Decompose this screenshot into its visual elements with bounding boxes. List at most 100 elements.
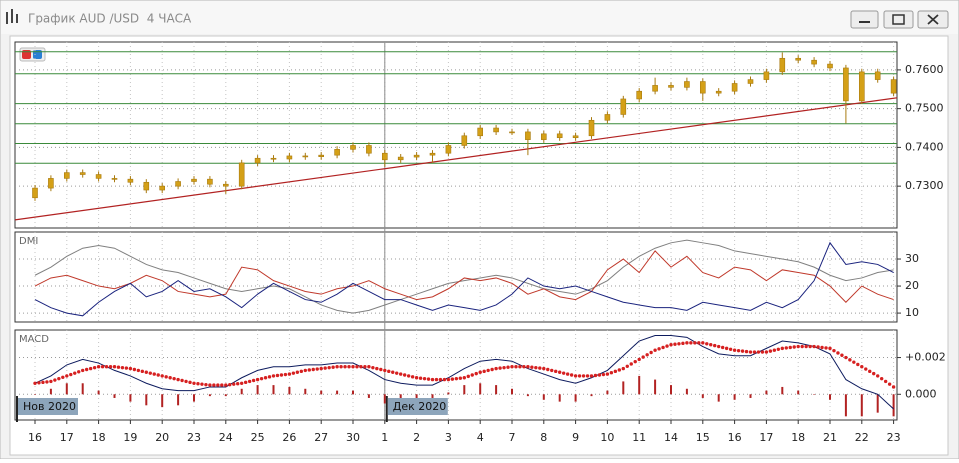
signal-dot-fill — [518, 365, 522, 369]
signal-dot-fill — [613, 369, 618, 374]
signal-dot-fill — [156, 373, 160, 377]
candle-body — [95, 174, 102, 179]
signal-dot-fill — [275, 373, 280, 378]
x-tick-label: 8 — [540, 431, 547, 444]
signal-dot — [621, 366, 625, 371]
signal-dot-fill — [263, 376, 268, 380]
signal-dot-fill — [792, 345, 796, 349]
histogram-bar — [367, 394, 370, 398]
x-tick-label: 4 — [477, 431, 484, 444]
signal-dot-fill — [816, 345, 820, 349]
period-label-box — [18, 398, 78, 415]
histogram-bar — [208, 394, 211, 397]
candle-body — [143, 181, 150, 191]
signal-dot-fill — [649, 350, 653, 355]
histogram-bar — [638, 375, 641, 395]
histogram-bar — [701, 394, 704, 398]
signal-dot-fill — [470, 373, 474, 377]
signal-dot-fill — [375, 366, 379, 371]
histogram-bar — [49, 388, 52, 395]
signal-dot-fill — [180, 378, 184, 383]
candle-body — [79, 172, 86, 175]
signal-dot — [891, 385, 896, 389]
signal-dot-fill — [486, 368, 490, 373]
histogram-bar — [415, 394, 418, 402]
signal-dot — [271, 374, 276, 378]
signal-dot — [49, 379, 53, 384]
signal-dot — [844, 355, 848, 360]
x-tick-label: 1 — [381, 431, 388, 444]
signal-dot-fill — [243, 380, 248, 385]
candle-body — [668, 85, 674, 88]
x-tick-label: 18 — [791, 431, 805, 444]
minimize-button[interactable] — [850, 10, 879, 29]
signal-dot-fill — [450, 377, 455, 381]
signal-dot-fill — [832, 348, 836, 353]
signal-dot-fill — [259, 376, 264, 381]
signal-dot-fill — [522, 365, 526, 369]
x-tick-label: 26 — [282, 431, 296, 444]
panel-title: DMI — [19, 236, 38, 247]
signal-dot-fill — [454, 376, 459, 381]
signal-dot — [65, 374, 69, 378]
y-tick-label: 30 — [905, 252, 919, 265]
x-tick-label: 21 — [823, 431, 837, 444]
candle-body — [525, 131, 531, 140]
signal-dot-fill — [69, 372, 73, 377]
signal-dot — [494, 366, 498, 371]
signal-dot-fill — [331, 365, 335, 369]
signal-dot-fill — [200, 382, 204, 386]
signal-dot-fill — [45, 380, 49, 384]
panel-title: MACD — [19, 334, 49, 345]
signal-dot — [192, 381, 196, 385]
signal-dot-fill — [554, 369, 558, 374]
signal-dot-fill — [164, 375, 168, 379]
histogram-bar — [463, 385, 466, 395]
histogram-bar — [479, 383, 482, 395]
signal-dot-fill — [800, 344, 804, 349]
signal-dot — [685, 341, 689, 345]
x-tick-label: 16 — [728, 431, 742, 444]
series-line — [34, 241, 894, 317]
signal-dot — [208, 383, 212, 387]
signal-dot-fill — [406, 374, 411, 378]
signal-dot-fill — [279, 373, 284, 377]
signal-dot-fill — [104, 365, 109, 369]
x-tick-label: 19 — [123, 431, 137, 444]
y-tick-label: 10 — [905, 306, 919, 319]
signal-dot-fill — [204, 382, 208, 387]
series-line — [34, 239, 894, 314]
series-line — [34, 250, 894, 303]
restore-button[interactable] — [883, 10, 914, 29]
signal-dot-fill — [410, 375, 415, 379]
candle-body — [429, 152, 436, 156]
histogram-bar — [336, 390, 339, 395]
close-button[interactable] — [917, 10, 949, 29]
signal-dot-fill — [872, 371, 876, 376]
histogram-bar — [81, 383, 84, 395]
signal-dot — [240, 381, 244, 385]
histogram-bar — [717, 394, 720, 402]
signal-dot — [780, 346, 784, 351]
y-tick-label: +0.002 — [905, 351, 946, 364]
signal-dot-fill — [705, 342, 709, 346]
signal-dot-fill — [474, 371, 478, 376]
signal-dot — [176, 377, 180, 382]
candle-body — [286, 155, 293, 160]
signal-dot-fill — [856, 362, 860, 367]
signal-dot-fill — [220, 383, 224, 387]
x-tick-label: 3 — [445, 431, 452, 444]
chart-area — [9, 35, 949, 456]
histogram-bar — [670, 385, 672, 395]
x-tick-label: 23 — [887, 431, 901, 444]
signal-dot-fill — [581, 374, 586, 378]
histogram-bar — [622, 381, 625, 395]
candle-body — [175, 181, 181, 187]
signal-dot-fill — [172, 376, 176, 381]
signal-dot-fill — [788, 345, 792, 350]
signal-dot — [558, 370, 562, 374]
signal-dot — [812, 344, 816, 349]
signal-dot — [144, 370, 148, 374]
signal-dot — [637, 357, 641, 362]
